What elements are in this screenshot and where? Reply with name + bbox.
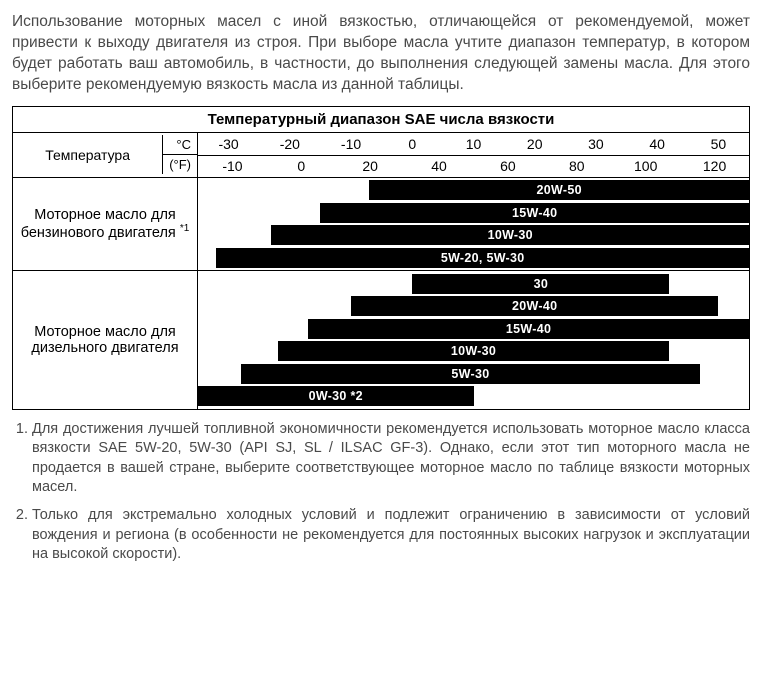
viscosity-bar: 20W-50 — [198, 180, 749, 200]
viscosity-bar-fill: 5W-20, 5W-30 — [216, 248, 749, 268]
bars-cell: 20W-50 15W-4010W-30 5W-20, 5W-30 — [198, 177, 750, 271]
tick-f: 120 — [680, 158, 749, 174]
temperature-header-cell: Температура °C (°F) — [13, 132, 198, 177]
viscosity-bar: 15W-40 — [198, 203, 749, 223]
unit-f: (°F) — [163, 155, 197, 174]
tick-c: -30 — [198, 136, 259, 152]
bars-cell: 3020W-40 15W-4010W-30 5W-300W-30 *2 — [198, 271, 750, 410]
tick-f: 60 — [474, 158, 543, 174]
intro-paragraph: Использование моторных масел с иной вязк… — [12, 12, 750, 96]
scale-celsius: -30-20-1001020304050 — [198, 133, 749, 155]
tick-c: 50 — [688, 136, 749, 152]
viscosity-bar-fill: 30 — [412, 274, 669, 294]
tick-f: 80 — [542, 158, 611, 174]
tick-c: -10 — [320, 136, 381, 152]
tick-f: 0 — [267, 158, 336, 174]
footnotes: Для достижения лучшей топливной экономич… — [12, 420, 750, 565]
viscosity-bar-fill: 15W-40 — [308, 319, 749, 339]
footnote-item: Только для экстремально холодных условий… — [32, 506, 750, 565]
tick-f: 20 — [336, 158, 405, 174]
tick-f: 100 — [611, 158, 680, 174]
viscosity-bar: 20W-40 — [198, 296, 749, 316]
viscosity-bar: 5W-30 — [198, 364, 749, 384]
scale-cell: -30-20-1001020304050 -10020406080100120 — [198, 132, 750, 177]
tick-c: -20 — [259, 136, 320, 152]
tick-c: 10 — [443, 136, 504, 152]
viscosity-bar: 10W-30 — [198, 225, 749, 245]
viscosity-bar: 30 — [198, 274, 749, 294]
viscosity-bar-fill: 20W-40 — [351, 296, 718, 316]
viscosity-table: Температурный диапазон SAE числа вязкост… — [12, 106, 750, 410]
viscosity-bar-fill: 10W-30 — [271, 225, 749, 245]
unit-c: °C — [163, 135, 197, 155]
tick-c: 40 — [627, 136, 688, 152]
tick-f: -10 — [198, 158, 267, 174]
tick-c: 0 — [382, 136, 443, 152]
group-label: Моторное масло для дизельного двигателя — [13, 271, 198, 410]
scale-fahrenheit: -10020406080100120 — [198, 155, 749, 177]
viscosity-bar: 10W-30 — [198, 341, 749, 361]
footnote-item: Для достижения лучшей топливной экономич… — [32, 420, 750, 498]
viscosity-bar-fill: 10W-30 — [278, 341, 670, 361]
group-label: Моторное масло для бензинового двигателя… — [13, 177, 198, 271]
temperature-label: Температура — [13, 135, 162, 174]
tick-f: 40 — [405, 158, 474, 174]
viscosity-bar-fill: 0W-30 *2 — [198, 386, 474, 406]
tick-c: 30 — [565, 136, 626, 152]
table-title: Температурный диапазон SAE числа вязкост… — [13, 106, 750, 132]
viscosity-bar: 15W-40 — [198, 319, 749, 339]
viscosity-bar-fill: 20W-50 — [369, 180, 749, 200]
viscosity-bar: 5W-20, 5W-30 — [198, 248, 749, 268]
temperature-units: °C (°F) — [162, 135, 197, 174]
tick-c: 20 — [504, 136, 565, 152]
viscosity-bar: 0W-30 *2 — [198, 386, 749, 406]
viscosity-bar-fill: 15W-40 — [320, 203, 749, 223]
viscosity-bar-fill: 5W-30 — [241, 364, 700, 384]
